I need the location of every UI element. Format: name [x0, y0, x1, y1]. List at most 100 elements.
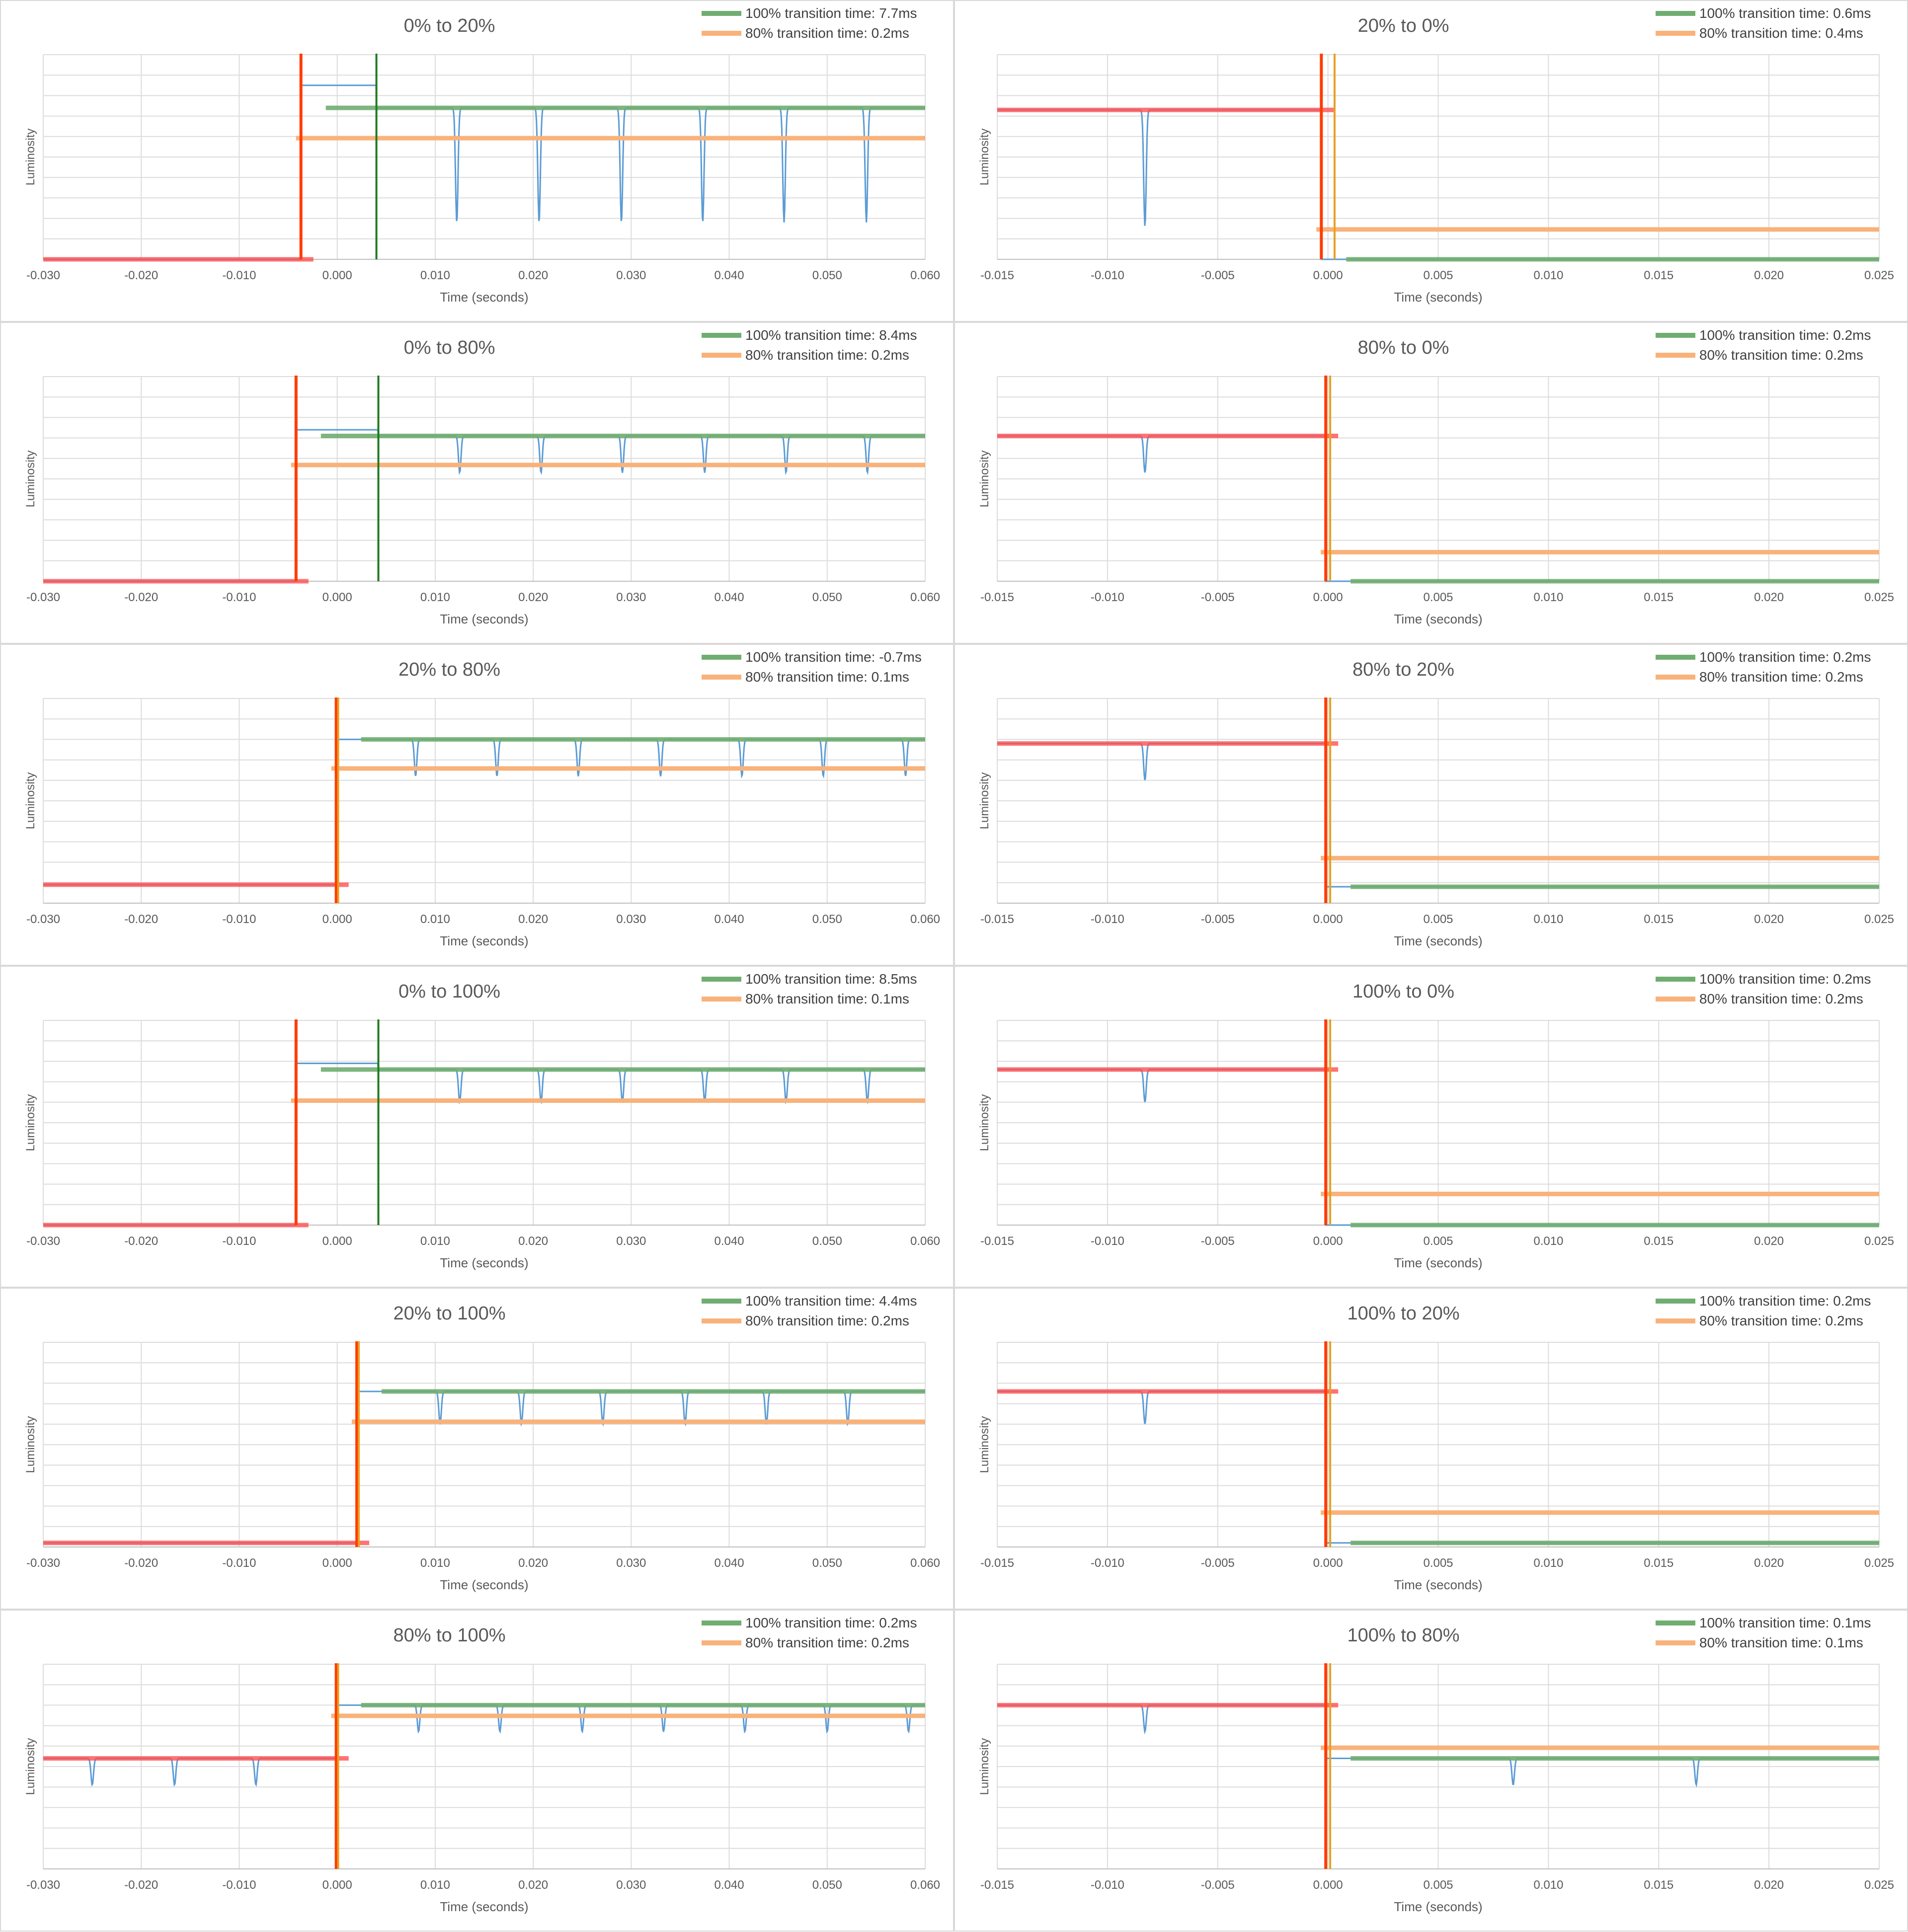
x-tick-label: 0.020 — [1754, 913, 1784, 926]
chart-title: 80% to 0% — [1358, 337, 1449, 358]
luminosity-trace — [43, 1391, 925, 1544]
x-tick-label: 0.030 — [616, 1235, 646, 1248]
y-axis-label: Luminosity — [978, 1094, 991, 1152]
x-tick-label: -0.005 — [1201, 1235, 1235, 1248]
x-tick-label: -0.005 — [1201, 913, 1235, 926]
x-tick-label: -0.030 — [26, 591, 60, 604]
chart-panel: -0.015 -0.010 -0.005 0.000 0.005 0.010 0.015 0.… — [954, 0, 1908, 322]
x-tick-label: 0.010 — [420, 1556, 450, 1570]
chart-svg: -0.015 -0.010 -0.005 0.000 0.005 0.010 0.015 0.… — [978, 5, 1894, 305]
x-tick-label: 0.010 — [1533, 913, 1563, 926]
x-tick-label: 0.000 — [322, 591, 352, 604]
x-tick-label: 0.005 — [1423, 269, 1453, 282]
x-tick-label: -0.015 — [980, 1235, 1014, 1248]
x-tick-label: 0.030 — [616, 1556, 646, 1570]
chart-svg: -0.030 -0.020 -0.010 0.000 0.010 0.020 0.030 0.… — [24, 5, 940, 305]
luminosity-trace — [43, 1063, 925, 1226]
chart-title: 0% to 20% — [404, 15, 495, 36]
x-tick-label: -0.010 — [222, 1235, 256, 1248]
chart-svg: -0.015 -0.010 -0.005 0.000 0.005 0.010 0.015 0.… — [978, 971, 1894, 1270]
legend-label: 100% transition time: 7.7ms — [745, 5, 917, 21]
chart-title: 100% to 20% — [1347, 1303, 1459, 1324]
x-tick-label: 0.005 — [1423, 1235, 1453, 1248]
x-tick-label: 0.015 — [1644, 269, 1673, 282]
x-tick-label: 0.015 — [1644, 913, 1673, 926]
chart-panel: -0.015 -0.010 -0.005 0.000 0.005 0.010 0.015 0.… — [954, 322, 1908, 644]
legend-label: 80% transition time: 0.2ms — [1699, 991, 1863, 1006]
y-axis-label: Luminosity — [24, 1738, 37, 1795]
x-tick-label: 0.000 — [322, 913, 352, 926]
x-axis-label: Time (seconds) — [1394, 1899, 1482, 1914]
x-tick-label: 0.020 — [518, 1556, 548, 1570]
chart-svg: -0.030 -0.020 -0.010 0.000 0.010 0.020 0.030 0.… — [24, 649, 940, 948]
x-tick-label: 0.040 — [715, 269, 744, 282]
x-axis-label: Time (seconds) — [1394, 1255, 1482, 1270]
chart-svg: -0.030 -0.020 -0.010 0.000 0.010 0.020 0.030 0.… — [24, 1615, 940, 1914]
x-tick-label: -0.030 — [26, 1235, 60, 1248]
chart-title: 0% to 100% — [398, 981, 500, 1002]
x-tick-label: -0.015 — [980, 269, 1014, 282]
x-axis-label: Time (seconds) — [440, 290, 528, 305]
x-tick-label: -0.030 — [26, 269, 60, 282]
x-tick-label: 0.015 — [1644, 1556, 1673, 1570]
legend-label: 100% transition time: 0.2ms — [1699, 649, 1871, 665]
x-tick-label: -0.010 — [222, 913, 256, 926]
x-tick-label: 0.020 — [518, 1235, 548, 1248]
x-tick-label: 0.010 — [420, 1878, 450, 1892]
x-tick-label: -0.020 — [124, 1556, 158, 1570]
y-axis-label: Luminosity — [978, 1738, 991, 1795]
x-tick-label: -0.010 — [1091, 1878, 1124, 1892]
x-tick-label: 0.000 — [322, 269, 352, 282]
x-tick-label: 0.060 — [910, 1556, 940, 1570]
chart-svg: -0.015 -0.010 -0.005 0.000 0.005 0.010 0.015 0.… — [978, 1293, 1894, 1592]
legend-label: 100% transition time: 0.6ms — [1699, 5, 1871, 21]
chart-title: 100% to 0% — [1352, 981, 1454, 1002]
x-tick-label: 0.010 — [1533, 269, 1563, 282]
chart-panel: -0.030 -0.020 -0.010 0.000 0.010 0.020 0.030 0.… — [0, 644, 954, 966]
legend-label: 100% transition time: -0.7ms — [745, 649, 922, 665]
chart-title: 20% to 0% — [1358, 15, 1449, 36]
x-axis-label: Time (seconds) — [440, 1255, 528, 1270]
x-tick-label: 0.040 — [715, 1878, 744, 1892]
x-tick-label: -0.005 — [1201, 591, 1235, 604]
x-tick-label: 0.010 — [420, 1235, 450, 1248]
x-tick-label: 0.000 — [1313, 1556, 1343, 1570]
luminosity-trace — [43, 84, 925, 260]
legend-label: 100% transition time: 0.2ms — [745, 1615, 917, 1630]
luminosity-trace — [43, 738, 925, 886]
y-axis-label: Luminosity — [24, 773, 37, 830]
x-tick-label: 0.020 — [1754, 1878, 1784, 1892]
x-tick-label: 0.020 — [518, 913, 548, 926]
x-tick-label: 0.030 — [616, 591, 646, 604]
x-tick-label: -0.010 — [1091, 1556, 1124, 1570]
legend-label: 100% transition time: 0.2ms — [1699, 327, 1871, 343]
legend-label: 100% transition time: 4.4ms — [745, 1293, 917, 1309]
x-tick-label: 0.025 — [1864, 913, 1894, 926]
x-tick-label: 0.020 — [518, 1878, 548, 1892]
x-tick-label: -0.010 — [1091, 1235, 1124, 1248]
x-tick-label: -0.015 — [980, 591, 1014, 604]
chart-title: 20% to 80% — [398, 659, 500, 680]
x-tick-label: -0.015 — [980, 1878, 1014, 1892]
legend-label: 80% transition time: 0.1ms — [745, 991, 909, 1006]
x-tick-label: 0.000 — [322, 1878, 352, 1892]
x-tick-label: 0.000 — [1313, 591, 1343, 604]
x-axis-label: Time (seconds) — [440, 933, 528, 948]
legend-label: 80% transition time: 0.2ms — [1699, 347, 1863, 363]
x-tick-label: 0.010 — [420, 913, 450, 926]
chart-panel: -0.030 -0.020 -0.010 0.000 0.010 0.020 0.030 0.… — [0, 322, 954, 644]
x-tick-label: -0.010 — [1091, 913, 1124, 926]
chart-svg: -0.030 -0.020 -0.010 0.000 0.010 0.020 0.030 0.… — [24, 971, 940, 1270]
x-tick-label: 0.000 — [322, 1556, 352, 1570]
legend-label: 100% transition time: 8.4ms — [745, 327, 917, 343]
x-tick-label: 0.010 — [420, 269, 450, 282]
legend-label: 80% transition time: 0.2ms — [745, 1635, 909, 1650]
x-tick-label: 0.010 — [1533, 591, 1563, 604]
x-tick-label: 0.000 — [1313, 1235, 1343, 1248]
x-tick-label: 0.030 — [616, 913, 646, 926]
x-tick-label: 0.000 — [1313, 1878, 1343, 1892]
y-axis-label: Luminosity — [24, 451, 37, 508]
x-tick-label: 0.020 — [518, 269, 548, 282]
x-tick-label: -0.020 — [124, 591, 158, 604]
x-axis-label: Time (seconds) — [1394, 290, 1482, 305]
